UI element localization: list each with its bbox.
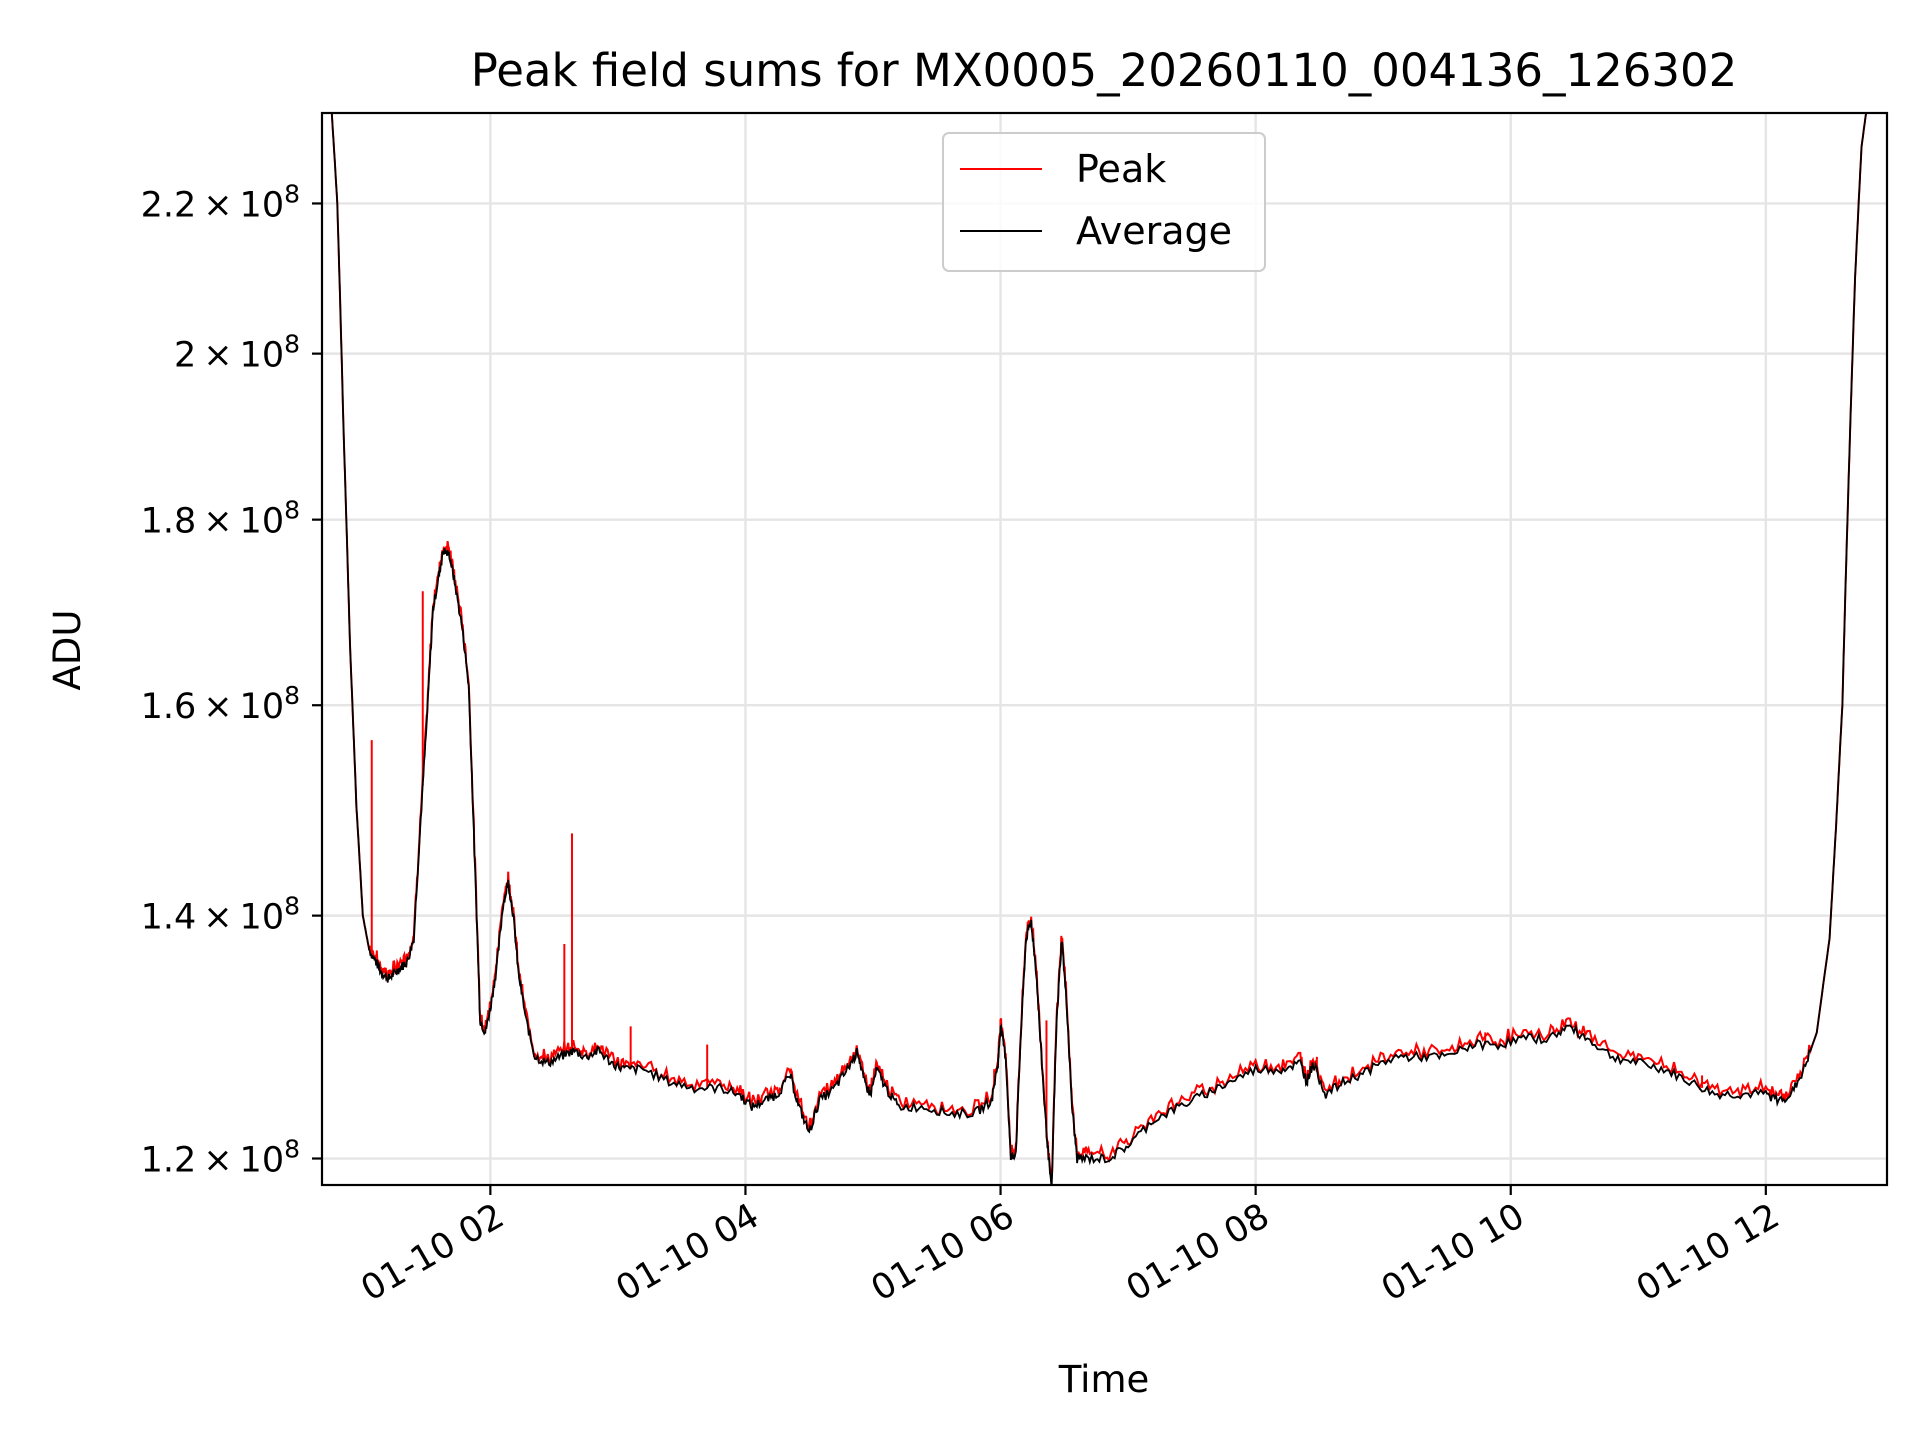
plot-lines xyxy=(330,113,1868,1185)
y-tick-exponent: 8 xyxy=(284,179,300,208)
y-tick-exponent: 8 xyxy=(284,496,300,525)
y-tick-label: 1.8 × 108 xyxy=(141,496,300,542)
y-tick-base: × 10 xyxy=(196,185,284,225)
plot-frame xyxy=(320,111,1889,1187)
y-tick-exponent: 8 xyxy=(284,681,300,710)
chart-title: Peak field sums for MX0005_20260110_0041… xyxy=(471,44,1738,97)
y-tick-base: × 10 xyxy=(196,687,284,727)
y-tick-exponent: 8 xyxy=(284,330,300,359)
y-tick-base: × 10 xyxy=(196,502,284,542)
grid-lines xyxy=(322,113,1887,1185)
y-tick-mantissa: 2 xyxy=(174,336,196,376)
y-tick-label: 1.4 × 108 xyxy=(141,892,300,938)
y-tick-mantissa: 2.2 xyxy=(141,185,197,225)
y-tick-mantissa: 1.6 xyxy=(141,687,197,727)
legend-average-label: Average xyxy=(1076,209,1232,253)
y-tick-exponent: 8 xyxy=(284,892,300,921)
x-axis-label: Time xyxy=(1058,1358,1150,1401)
y-axis-label: ADU xyxy=(46,610,89,691)
y-tick-label: 1.6 × 108 xyxy=(141,681,300,727)
y-tick-mantissa: 1.2 xyxy=(141,1141,197,1181)
y-tick-base: × 10 xyxy=(196,1141,284,1181)
y-tick-base: × 10 xyxy=(196,898,284,938)
y-tick-base: × 10 xyxy=(196,336,284,376)
legend: Peak Average xyxy=(942,132,1266,272)
legend-peak-label: Peak xyxy=(1076,147,1166,191)
y-tick-exponent: 8 xyxy=(284,1135,300,1164)
y-tick-label: 1.2 × 108 xyxy=(141,1135,300,1181)
peak-spikes xyxy=(370,591,1704,1133)
legend-box xyxy=(942,132,1266,272)
average-series-line xyxy=(330,113,1867,1185)
y-tick-label: 2.2 × 108 xyxy=(141,179,300,225)
y-tick-mantissa: 1.8 xyxy=(141,502,197,542)
y-tick-mantissa: 1.4 xyxy=(141,898,197,938)
y-tick-label: 2 × 108 xyxy=(174,330,300,376)
